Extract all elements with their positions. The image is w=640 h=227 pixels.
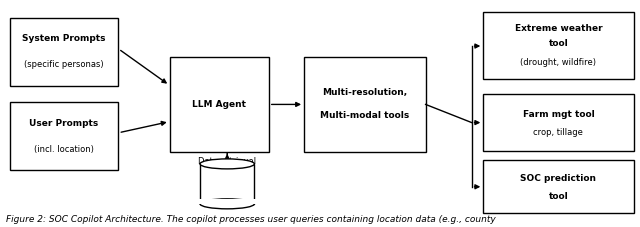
Bar	[10, 18, 118, 86]
Bar	[304, 57, 426, 152]
Text: (specific personas): (specific personas)	[24, 60, 104, 69]
Bar	[483, 94, 634, 151]
Bar	[200, 164, 255, 204]
Text: crop, tillage: crop, tillage	[534, 128, 583, 137]
Text: SOC prediction: SOC prediction	[520, 174, 596, 183]
Text: Multi-modal tools: Multi-modal tools	[320, 111, 410, 120]
Ellipse shape	[200, 159, 254, 169]
Text: Multi-resolution,: Multi-resolution,	[322, 89, 408, 97]
Text: Data retrieval: Data retrieval	[198, 157, 256, 166]
Text: User Prompts: User Prompts	[29, 119, 99, 128]
Text: tool: tool	[548, 192, 568, 201]
Text: Figure 2: SOC Copilot Architecture. The copilot processes user queries containin: Figure 2: SOC Copilot Architecture. The …	[6, 215, 496, 224]
Text: LLM Agent: LLM Agent	[192, 100, 246, 109]
Text: (drought, wildfire): (drought, wildfire)	[520, 58, 596, 67]
Ellipse shape	[200, 199, 254, 209]
Text: System Prompts: System Prompts	[22, 34, 106, 43]
Text: tool: tool	[548, 39, 568, 48]
Text: Extreme weather: Extreme weather	[515, 24, 602, 33]
Bar	[198, 199, 256, 204]
Bar	[483, 160, 634, 213]
Text: (incl. location): (incl. location)	[34, 145, 94, 154]
Bar	[10, 102, 118, 170]
Bar	[483, 12, 634, 79]
Bar	[170, 57, 269, 152]
Text: Farm mgt tool: Farm mgt tool	[522, 110, 595, 118]
